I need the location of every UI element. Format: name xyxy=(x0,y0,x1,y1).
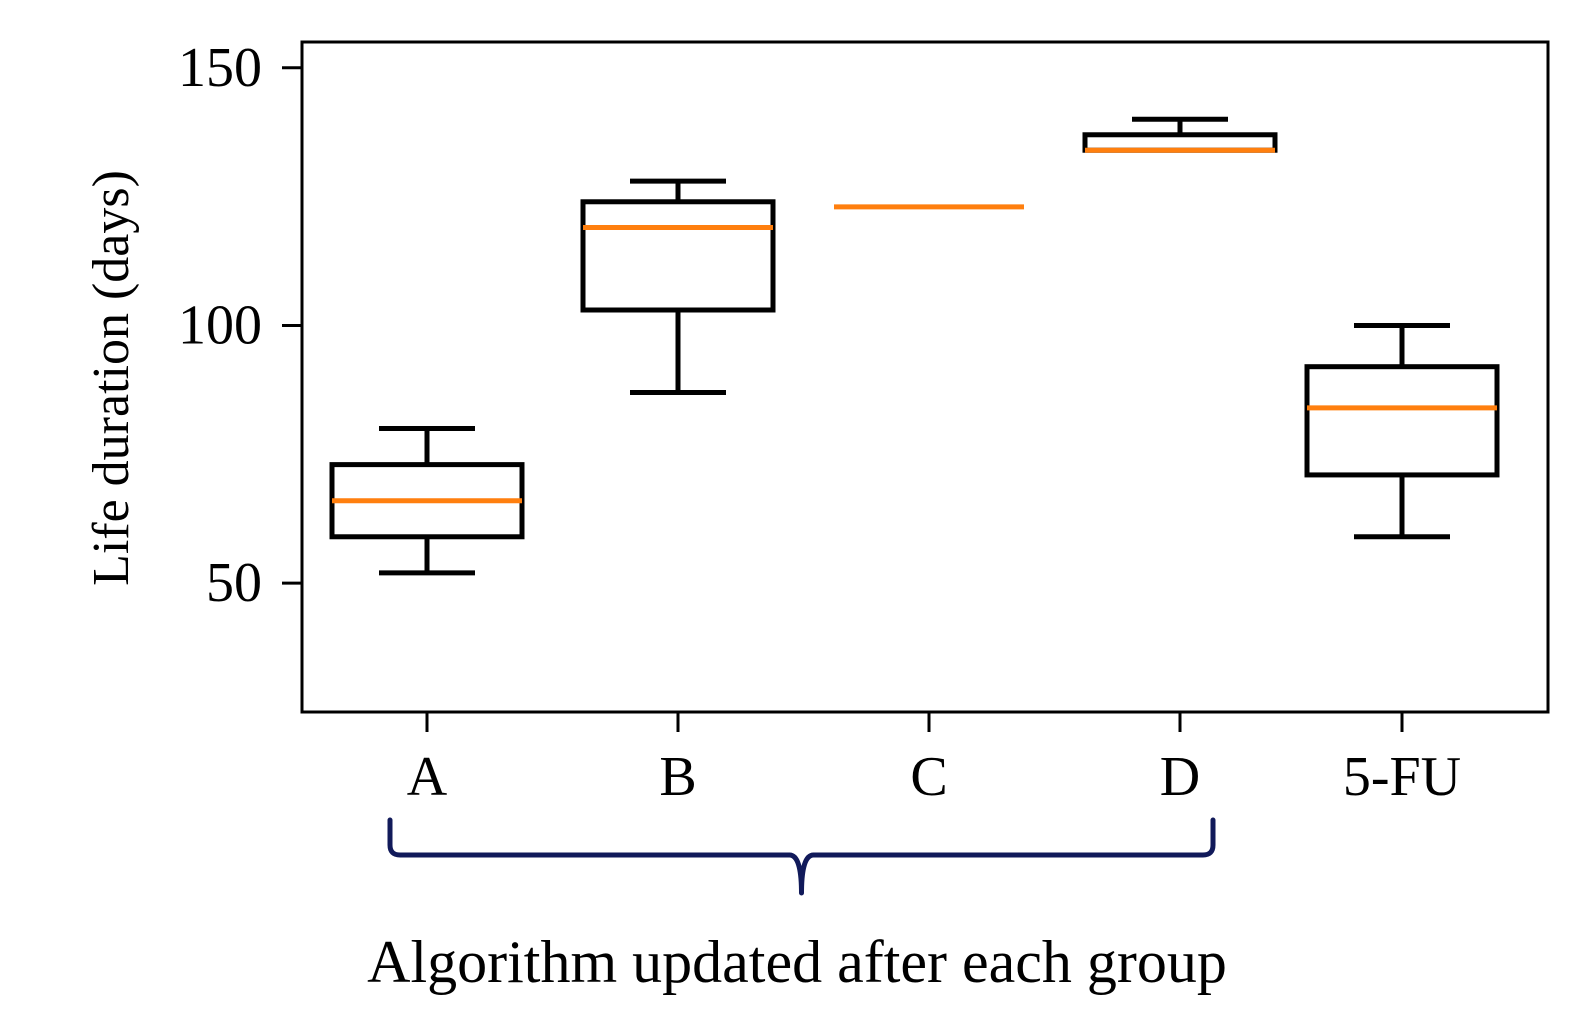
y-tick-label: 50 xyxy=(206,552,262,614)
y-axis: 50 100 150 xyxy=(178,37,302,614)
box-body xyxy=(580,199,776,313)
chart-marks xyxy=(329,116,1500,576)
box-body xyxy=(1304,364,1500,478)
x-tick-label: B xyxy=(659,746,696,808)
box-b xyxy=(580,178,776,395)
x-tick-label: C xyxy=(910,746,947,808)
group-brace xyxy=(387,817,1216,896)
y-axis-label: Life duration (days) xyxy=(83,170,140,586)
x-tick-label: 5-FU xyxy=(1343,746,1461,808)
y-tick-label: 100 xyxy=(178,294,262,356)
x-tick-label: D xyxy=(1160,746,1200,808)
box-5-fu xyxy=(1304,322,1500,540)
brace-annotation: Algorithm updated after each group xyxy=(367,929,1227,995)
box-a xyxy=(329,426,525,576)
box-d xyxy=(1082,116,1278,153)
y-tick-label: 150 xyxy=(178,37,262,99)
x-tick-label: A xyxy=(407,746,448,808)
plot-frame xyxy=(300,40,1550,714)
x-axis: A B C D 5-FU xyxy=(407,712,1461,808)
